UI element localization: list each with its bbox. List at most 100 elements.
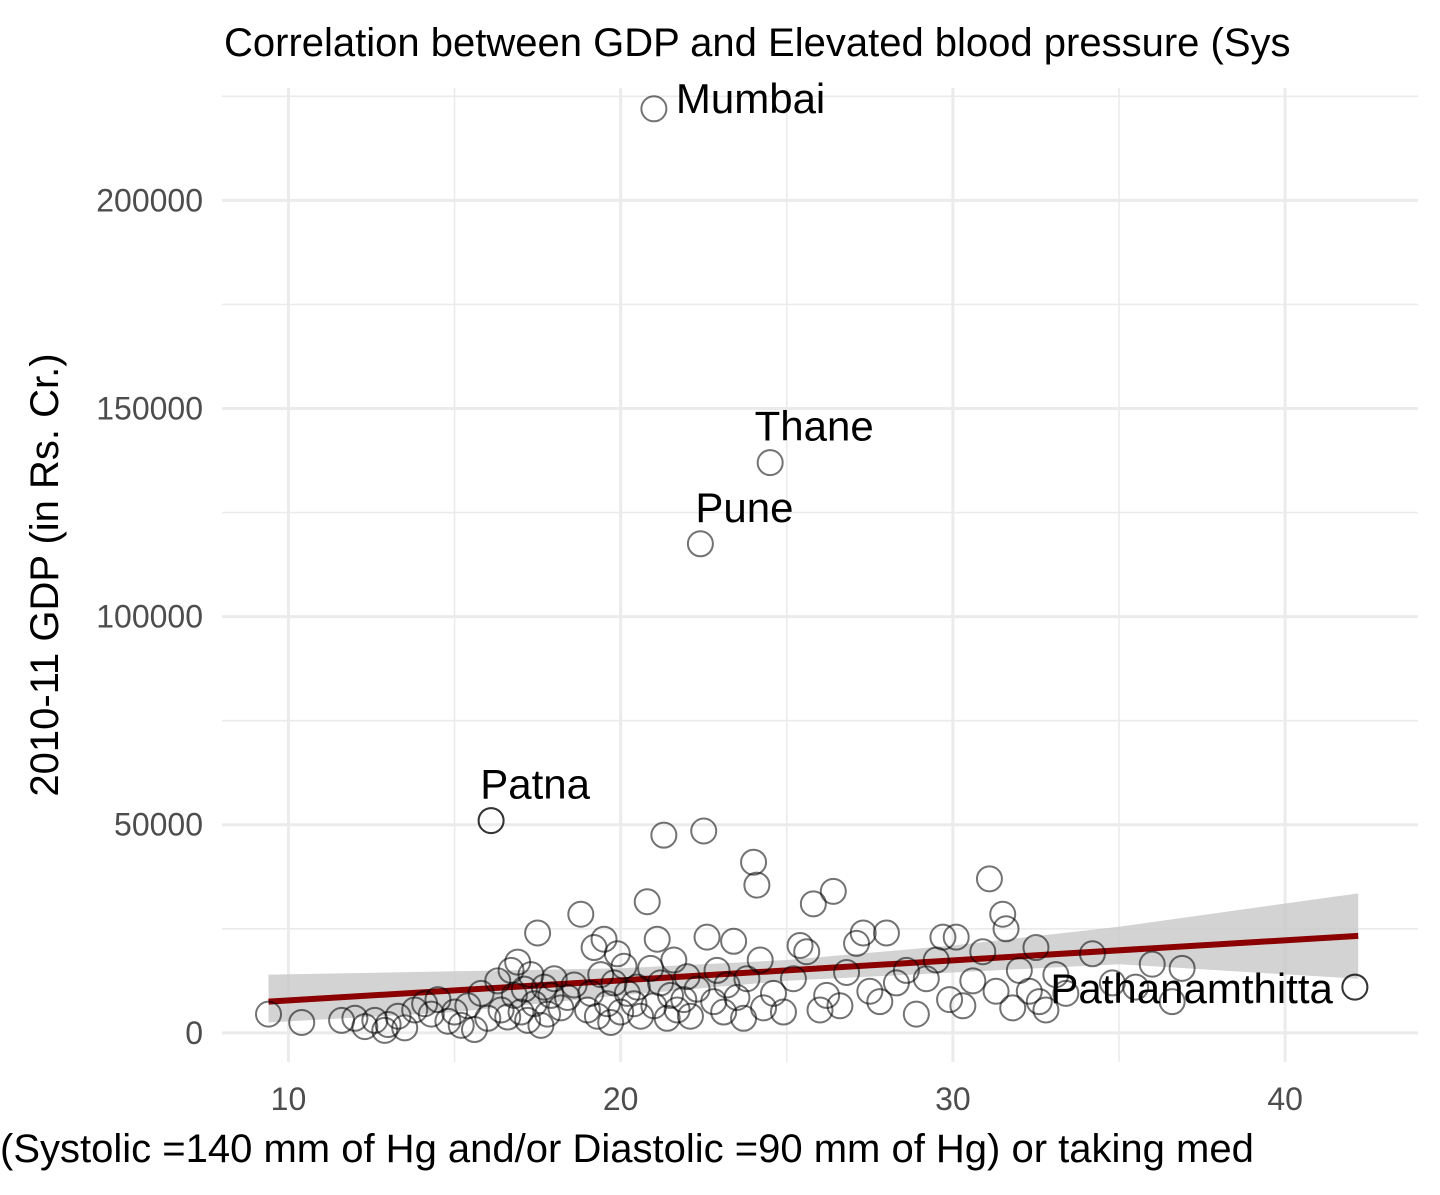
data-point: [507, 998, 535, 1026]
data-point: [637, 954, 665, 982]
data-point: [534, 1000, 562, 1028]
point-label: Patna: [480, 761, 590, 808]
data-point: [1341, 973, 1369, 1001]
data-point: [514, 1006, 542, 1034]
data-point: [540, 965, 568, 993]
data-point: [833, 959, 861, 987]
data-point: [733, 965, 761, 993]
data-point: [969, 938, 997, 966]
data-point: [975, 865, 1003, 893]
data-point: [623, 973, 651, 1001]
data-point: [341, 1004, 369, 1032]
data-point: [769, 998, 797, 1026]
data-point: [653, 1004, 681, 1032]
y-axis-title: 2010-11 GDP (in Rs. Cr.): [23, 353, 67, 796]
x-tick-label: 10: [271, 1081, 307, 1117]
data-point: [361, 1006, 389, 1034]
data-point: [959, 967, 987, 995]
data-point: [942, 923, 970, 951]
x-tick-label: 40: [1267, 1081, 1303, 1117]
point-label: Mumbai: [676, 75, 825, 122]
data-point: [620, 990, 648, 1018]
y-tick-label: 150000: [96, 391, 203, 427]
x-tick-label: 30: [935, 1081, 971, 1117]
data-point: [856, 977, 884, 1005]
data-point: [929, 923, 957, 951]
data-point: [799, 890, 827, 918]
data-point: [989, 900, 1017, 928]
data-point: [819, 877, 847, 905]
point-labels: Mumbai Thane Pune Patna Pathanamthitta: [480, 75, 1333, 1012]
data-point: [786, 931, 814, 959]
data-point: [992, 915, 1020, 943]
confidence-band-layer: [268, 893, 1359, 1023]
x-tick-label: 20: [603, 1081, 639, 1117]
data-point: [902, 1000, 930, 1028]
data-point: [779, 965, 807, 993]
data-point: [750, 994, 778, 1022]
data-point: [1078, 940, 1106, 968]
data-point: [1032, 996, 1060, 1024]
data-point: [1025, 988, 1053, 1016]
data-point: [1158, 988, 1186, 1016]
data-point: [999, 994, 1027, 1022]
point-label: Pune: [695, 484, 793, 531]
data-point: [1022, 934, 1050, 962]
data-point: [650, 821, 678, 849]
data-point: [866, 988, 894, 1016]
data-point: [477, 807, 505, 835]
data-point: [826, 992, 854, 1020]
point-label: Thane: [755, 403, 874, 450]
point-label: Pathanamthitta: [1050, 965, 1333, 1012]
data-point: [1122, 973, 1150, 1001]
data-point: [510, 975, 538, 1003]
data-point: [686, 530, 714, 558]
data-point: [494, 1003, 522, 1031]
data-point: [756, 449, 784, 477]
data-point: [793, 938, 821, 966]
data-points: [255, 95, 1369, 1044]
data-point: [1052, 979, 1080, 1007]
data-point: [949, 992, 977, 1020]
data-point: [441, 998, 469, 1026]
trend-line-layer: [268, 932, 1359, 1005]
data-point: [703, 956, 731, 984]
data-point: [1168, 954, 1196, 982]
data-point: [554, 983, 582, 1011]
data-point: [720, 927, 748, 955]
y-tick-label: 50000: [114, 807, 203, 843]
data-point: [676, 1002, 704, 1030]
data-point: [1015, 977, 1043, 1005]
data-point: [643, 925, 671, 953]
data-point: [746, 946, 774, 974]
confidence-band: [268, 893, 1359, 1023]
x-axis-title: (Systolic =140 mm of Hg and/or Diastolic…: [0, 1127, 1254, 1171]
data-point: [657, 981, 684, 1009]
trend-line: [268, 932, 1359, 1005]
data-point: [587, 961, 615, 989]
y-tick-label: 0: [185, 1015, 203, 1051]
data-point: [434, 1007, 462, 1035]
data-point: [603, 940, 631, 968]
data-point: [567, 900, 595, 928]
data-point: [391, 1014, 419, 1042]
chart-title: Correlation between GDP and Elevated blo…: [224, 21, 1291, 65]
y-tick-label: 100000: [96, 599, 203, 635]
data-point: [255, 1000, 283, 1028]
data-point: [417, 1000, 445, 1028]
data-point: [640, 95, 668, 123]
data-point: [447, 1011, 475, 1039]
data-point: [892, 956, 920, 984]
data-point: [288, 1008, 316, 1036]
data-point: [740, 848, 768, 876]
data-point: [743, 871, 771, 899]
data-point: [1138, 950, 1166, 978]
data-point: [560, 971, 588, 999]
data-point: [610, 952, 638, 980]
axis-ticks: 10 20 30 40 0 50000 100000 150000 200000: [96, 182, 1303, 1117]
data-point: [700, 988, 728, 1016]
data-point: [597, 1008, 625, 1036]
data-point: [530, 973, 558, 1001]
data-point: [524, 919, 552, 947]
